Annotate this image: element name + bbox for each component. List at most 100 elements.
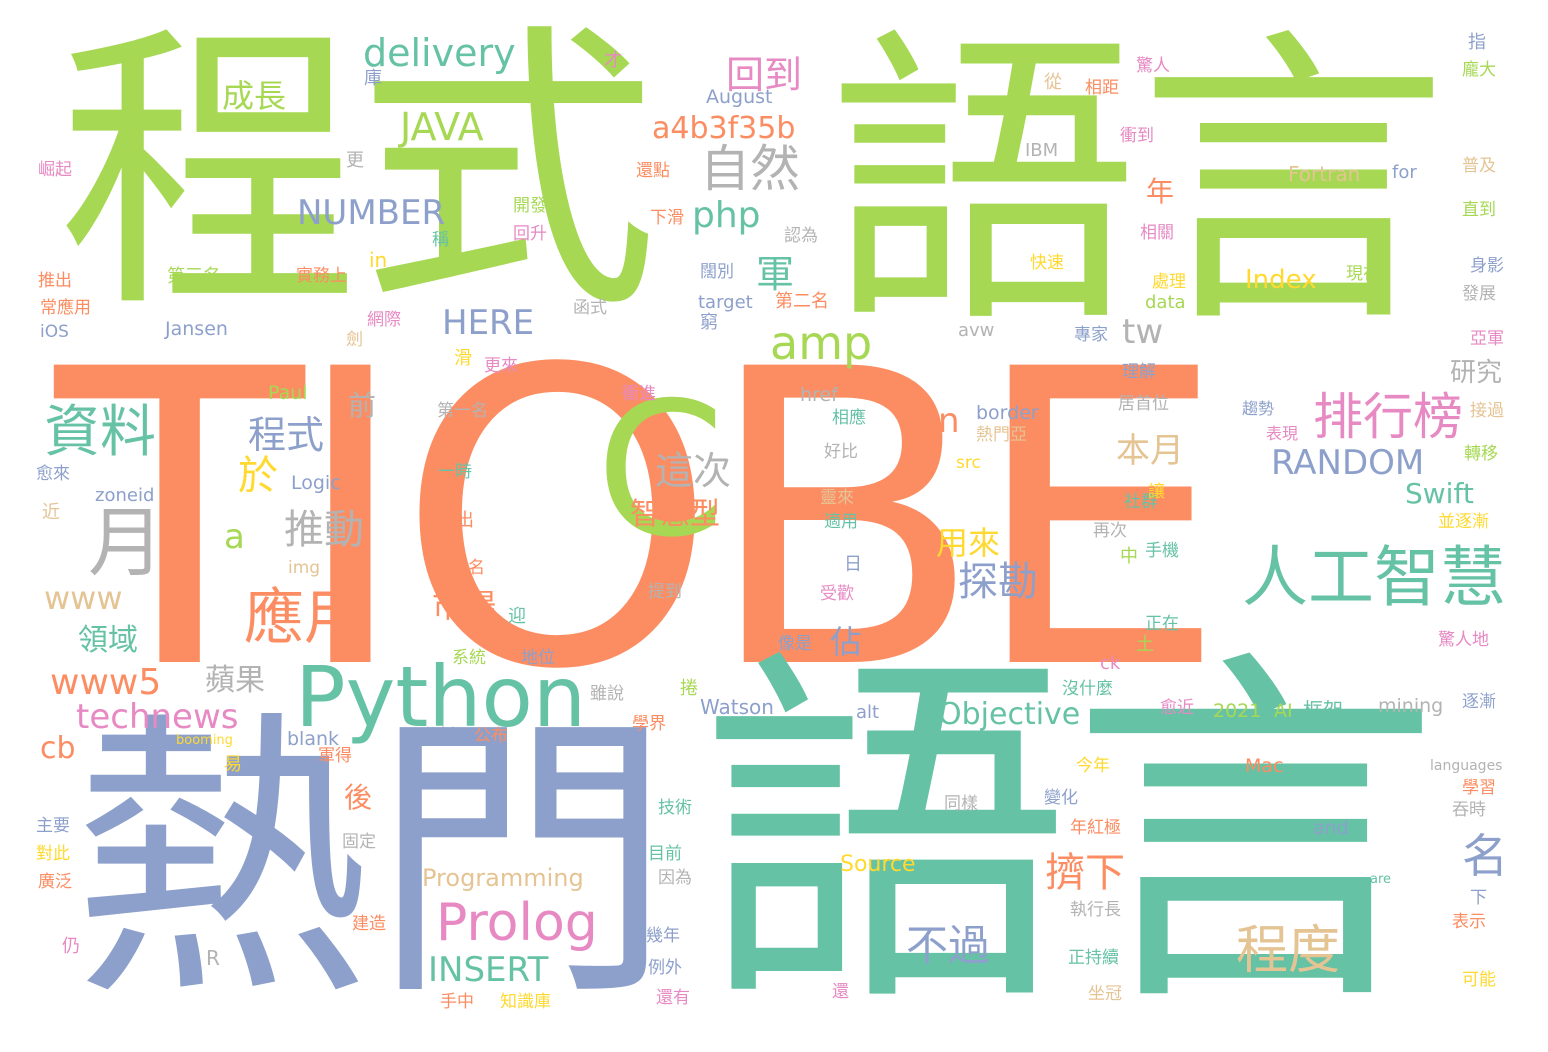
word-shenying: 身影: [1470, 256, 1504, 276]
word-zhujian: 逐漸: [1462, 692, 1496, 712]
word-juan: 捲: [680, 678, 698, 699]
word-chu: 出: [456, 510, 474, 531]
word-reng: 仍: [62, 936, 80, 957]
word-shichang: 市場: [432, 587, 497, 625]
word-huidao: 回到: [726, 53, 803, 97]
word-zuichu: 最初: [436, 431, 470, 451]
word-jingren: 驚人: [1136, 56, 1170, 76]
word-zhong: 中: [1120, 546, 1138, 567]
word-here: HERE: [442, 303, 535, 343]
word-yonglai: 用來: [936, 524, 1001, 562]
word-liwai: 例外: [648, 958, 682, 978]
word-data: data: [1145, 292, 1186, 313]
word-source: Source: [840, 852, 916, 877]
word-linglai: 靈來: [820, 488, 854, 508]
word-haiyou: 還有: [656, 988, 690, 1008]
word-objective: Objective: [938, 697, 1081, 732]
word-tuidong: 推動: [284, 507, 364, 553]
word-number: NUMBER: [297, 193, 446, 233]
word-xiangying: 相應: [832, 408, 866, 428]
word-and: and: [1313, 817, 1349, 839]
word-r: R: [206, 946, 220, 970]
word-kuobie: 闊別: [700, 262, 734, 282]
word-ibm: IBM: [1025, 140, 1059, 161]
word-suishuo: 雖說: [590, 684, 624, 704]
word-index: Index: [1245, 265, 1317, 295]
word-ziran: 自然: [700, 140, 800, 198]
word-xuejie: 學界: [632, 714, 666, 734]
word-biaoxian: 表現: [1266, 424, 1299, 443]
word-muqian: 目前: [648, 844, 682, 864]
word-hua: 滑: [454, 348, 472, 369]
word-jieguo: 接過: [1470, 401, 1504, 421]
word-guding: 固定: [342, 832, 376, 852]
word-xia: 下: [1470, 888, 1487, 908]
word-ai-small: AI: [1274, 700, 1293, 722]
word-yu: 於: [238, 453, 278, 499]
word-junde: 軍得: [318, 746, 352, 766]
word-xitong: 系統: [452, 648, 486, 668]
word-chengshi-small: 程式: [248, 413, 325, 457]
word-bingzhujian: 並逐漸: [1438, 512, 1489, 532]
word-shouhuan: 受歡: [820, 584, 854, 604]
word-changyingyong: 常應用: [40, 298, 91, 318]
word-paul: Paul: [268, 382, 308, 404]
word-jin: 近: [42, 502, 60, 523]
word-yue: 月: [88, 498, 164, 587]
word-languages: languages: [1430, 758, 1503, 774]
word-python: Python: [295, 648, 587, 746]
word-in: in: [369, 248, 388, 272]
word-august: August: [706, 86, 773, 108]
word-shiwushang: 實務上: [296, 266, 347, 286]
word-qian: 前: [348, 389, 377, 422]
word-geng: 更: [346, 150, 364, 171]
word-ziliao: 資料: [44, 400, 156, 465]
word-for: for: [1392, 162, 1417, 183]
word-2021: 2021: [1213, 700, 1262, 722]
word-ck: ck: [1100, 653, 1121, 674]
word-nianhongji: 年紅極: [1070, 818, 1121, 838]
word-alt: alt: [856, 702, 880, 723]
word-genglai: 更來: [484, 356, 518, 376]
word-jueqi: 崛起: [38, 160, 72, 180]
word-yingyong: 應用: [244, 583, 364, 653]
word-xiahua: 下滑: [650, 208, 684, 228]
word-tiobe: TIOBE: [55, 284, 1227, 759]
word-avw: avw: [958, 320, 995, 341]
word-kuangjia: 框架: [1303, 698, 1343, 722]
word-hou: 後: [344, 781, 373, 814]
word-qiansanming: 前三名: [434, 558, 485, 578]
word-yuyan-top: 語言: [828, 4, 1448, 365]
word-yujin: 愈近: [1160, 698, 1194, 718]
word-huan: 還: [832, 982, 849, 1002]
word-ku: 庫: [364, 68, 382, 89]
word-tw: tw: [1122, 312, 1164, 352]
word-yajun: 亞軍: [1470, 329, 1504, 349]
word-a: a: [224, 517, 245, 557]
word-random: RANDOM: [1271, 443, 1425, 483]
word-zhishiku: 知識庫: [500, 992, 551, 1012]
word-insert: INSERT: [428, 950, 549, 990]
word-pangda: 龐大: [1462, 60, 1496, 80]
word-tidao: 提到: [648, 582, 682, 602]
word-jian: 劍: [346, 330, 363, 350]
word-diyiming: 第一名: [437, 401, 488, 421]
word-gongbu: 公布: [474, 726, 508, 746]
word-biaoshi: 表示: [1452, 912, 1486, 932]
word-zhuanyi: 轉移: [1464, 444, 1498, 464]
word-wangji: 網際: [367, 310, 401, 330]
word-ying: 迎: [508, 606, 526, 627]
word-chuli: 處理: [1152, 272, 1186, 292]
word-zhengzai: 正在: [1145, 614, 1179, 634]
word-kaifa: 開發: [513, 196, 547, 216]
word-fortran: Fortran: [1288, 162, 1361, 186]
word-zheci: 這次: [655, 449, 732, 493]
word-jun: 軍: [756, 252, 795, 296]
word-java: JAVA: [400, 105, 484, 149]
word-rang: 讓: [1148, 482, 1165, 502]
word-blank: blank: [287, 728, 340, 750]
word-meishenme: 沒什麼: [1062, 679, 1113, 699]
word-benyue: 本月: [1116, 431, 1184, 471]
word-qiong: 窮: [700, 312, 718, 333]
word-yuyan-bottom: 語言: [700, 622, 1440, 1052]
